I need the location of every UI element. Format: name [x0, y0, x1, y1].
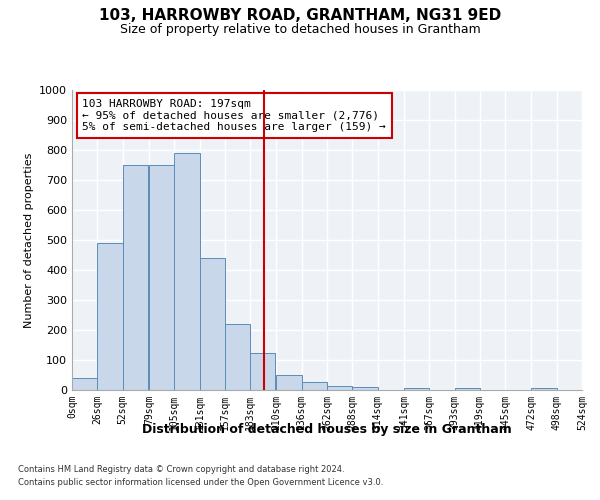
Bar: [250, 352, 275, 390]
Bar: [302, 382, 327, 390]
Text: Size of property relative to detached houses in Grantham: Size of property relative to detached ho…: [119, 22, 481, 36]
Bar: [277, 375, 302, 390]
Bar: [455, 388, 480, 390]
Bar: [352, 386, 377, 390]
Text: 103 HARROWBY ROAD: 197sqm
← 95% of detached houses are smaller (2,776)
5% of sem: 103 HARROWBY ROAD: 197sqm ← 95% of detac…: [82, 99, 386, 132]
Bar: [122, 165, 148, 390]
Y-axis label: Number of detached properties: Number of detached properties: [23, 152, 34, 328]
Bar: [174, 153, 200, 390]
Bar: [532, 388, 557, 390]
Text: Contains HM Land Registry data © Crown copyright and database right 2024.: Contains HM Land Registry data © Crown c…: [18, 466, 344, 474]
Bar: [199, 258, 225, 390]
Bar: [404, 388, 429, 390]
Bar: [225, 324, 250, 390]
Bar: [72, 378, 97, 390]
Text: Distribution of detached houses by size in Grantham: Distribution of detached houses by size …: [142, 422, 512, 436]
Bar: [327, 386, 352, 390]
Text: Contains public sector information licensed under the Open Government Licence v3: Contains public sector information licen…: [18, 478, 383, 487]
Bar: [149, 165, 174, 390]
Bar: [97, 243, 122, 390]
Text: 103, HARROWBY ROAD, GRANTHAM, NG31 9ED: 103, HARROWBY ROAD, GRANTHAM, NG31 9ED: [99, 8, 501, 22]
